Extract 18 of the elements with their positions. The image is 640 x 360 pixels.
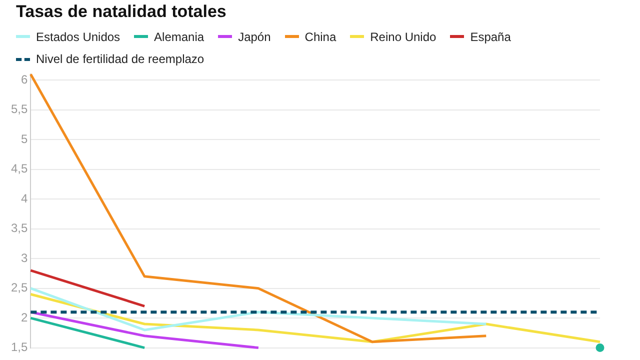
y-tick-label: 4,5: [10, 162, 28, 176]
y-tick-label: 2,5: [10, 280, 28, 295]
y-tick-label: 5: [20, 132, 28, 146]
legend-label: China: [304, 28, 336, 46]
legend-label: Alemania: [154, 28, 204, 46]
legend-label: España: [470, 28, 511, 46]
legend-label: Reino Unido: [370, 28, 436, 46]
y-tick-label: 3,5: [10, 221, 28, 236]
legend-label: Nivel de fertilidad de reemplazo: [36, 51, 204, 68]
y-tick-label: 5,5: [10, 102, 28, 116]
y-tick-label: 3: [20, 250, 28, 265]
y-tick-label: 2: [20, 310, 28, 324]
y-tick-label: 1,5: [10, 340, 28, 354]
y-tick-label: 6: [20, 72, 28, 86]
legend-label: Estados Unidos: [36, 28, 120, 46]
chart-title: Tasas de natalidad totales: [16, 2, 226, 22]
legend-label: Japón: [238, 28, 271, 46]
y-tick-label: 4: [20, 191, 28, 206]
